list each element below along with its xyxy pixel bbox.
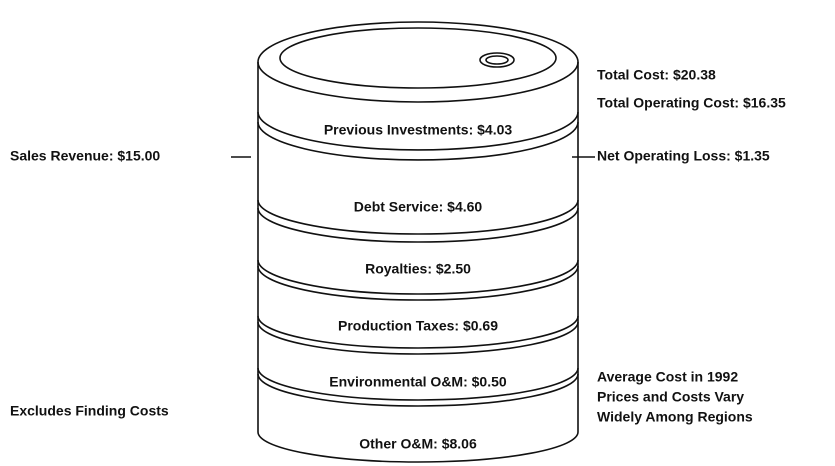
- note: Average Cost in 1992: [597, 369, 738, 385]
- segment-label: Other O&M: $8.06: [359, 436, 477, 452]
- barrel-diagram: Previous Investments: $4.03 Debt Service…: [0, 0, 835, 466]
- segment-label: Environmental O&M: $0.50: [329, 374, 507, 390]
- barrel-lid: [280, 28, 556, 88]
- right-label: Total Operating Cost: $16.35: [597, 95, 786, 111]
- right-label: Net Operating Loss: $1.35: [597, 148, 770, 164]
- left-label: Excludes Finding Costs: [10, 403, 169, 419]
- note: Widely Among Regions: [597, 409, 753, 425]
- barrel: [258, 22, 578, 462]
- segment-label: Royalties: $2.50: [365, 261, 471, 277]
- bung: [486, 56, 508, 64]
- segment-label: Production Taxes: $0.69: [338, 318, 498, 334]
- left-label: Sales Revenue: $15.00: [10, 148, 160, 164]
- note: Prices and Costs Vary: [597, 389, 744, 405]
- barrel-top: [258, 22, 578, 102]
- segment-label: Debt Service: $4.60: [354, 199, 483, 215]
- bung: [480, 53, 514, 67]
- segment-label: Previous Investments: $4.03: [324, 122, 513, 138]
- right-label: Total Cost: $20.38: [597, 67, 716, 83]
